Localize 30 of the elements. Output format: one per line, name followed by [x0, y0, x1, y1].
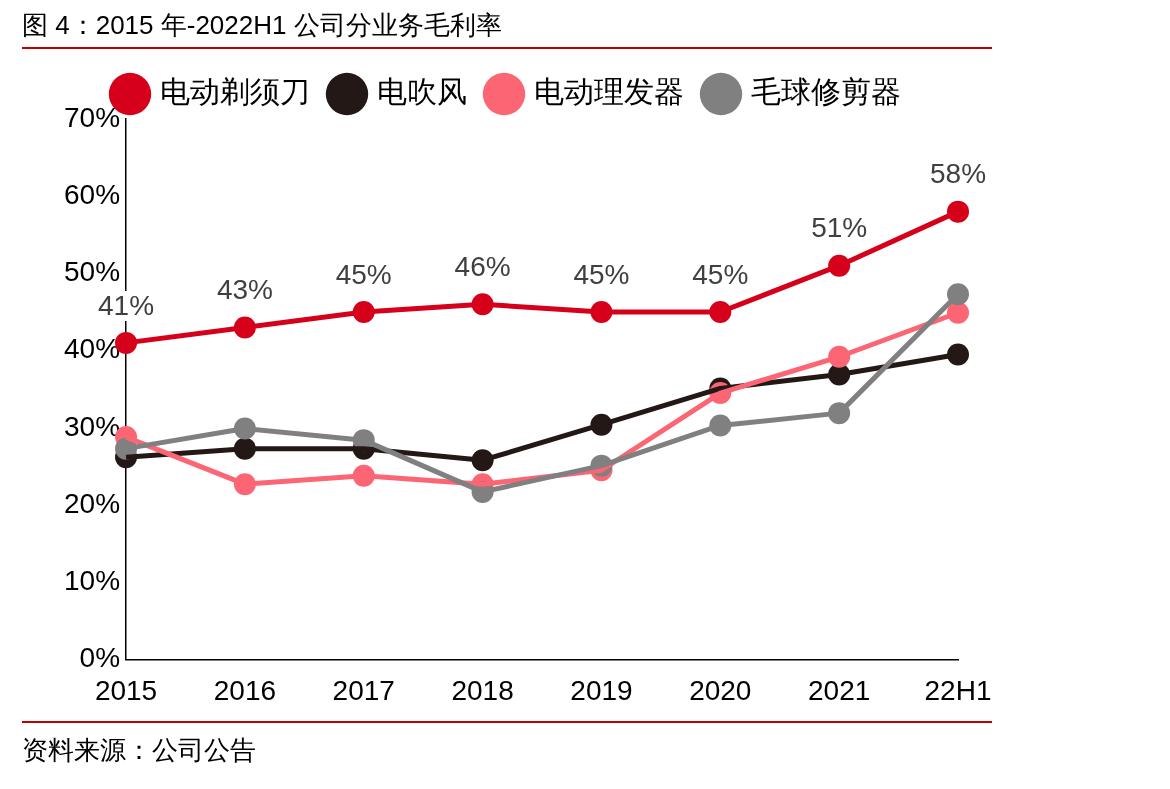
- data-label: 45%: [692, 258, 749, 290]
- data-label: 43%: [216, 274, 273, 306]
- y-tick-label: 70%: [63, 101, 121, 133]
- y-tick-label: 60%: [63, 178, 121, 210]
- y-tick-label: 10%: [63, 564, 121, 596]
- data-label: 51%: [811, 212, 868, 244]
- y-tick-label: 0%: [79, 642, 121, 674]
- x-tick-label: 22H1: [924, 674, 992, 706]
- x-tick-label: 2021: [808, 674, 871, 706]
- chart-title: 图 4：2015 年-2022H1 公司分业务毛利率: [22, 8, 992, 49]
- data-label: 41%: [98, 289, 155, 321]
- x-tick-label: 2019: [570, 674, 633, 706]
- data-label: 45%: [573, 258, 630, 290]
- x-tick-label: 2020: [689, 674, 752, 706]
- x-tick-label: 2015: [94, 674, 158, 706]
- y-tick-label: 40%: [63, 333, 121, 365]
- legend-label: 电动剃须刀: [160, 75, 310, 109]
- x-tick-label: 2017: [332, 674, 395, 706]
- legend-label: 电吹风: [377, 75, 467, 109]
- x-tick-label: 2018: [451, 674, 514, 706]
- y-tick-label: 50%: [63, 256, 121, 288]
- legend-label: 毛球修剪器: [751, 75, 901, 109]
- data-label: 45%: [335, 258, 392, 290]
- x-tick-label: 2016: [213, 674, 277, 706]
- y-tick-label: 30%: [63, 410, 121, 442]
- legend-label: 电动理发器: [534, 75, 684, 109]
- text: 资料来源：公司公告: [22, 734, 257, 767]
- data-label: 46%: [454, 251, 511, 282]
- data-label: 58%: [929, 158, 987, 190]
- y-tick-label: 20%: [63, 487, 121, 519]
